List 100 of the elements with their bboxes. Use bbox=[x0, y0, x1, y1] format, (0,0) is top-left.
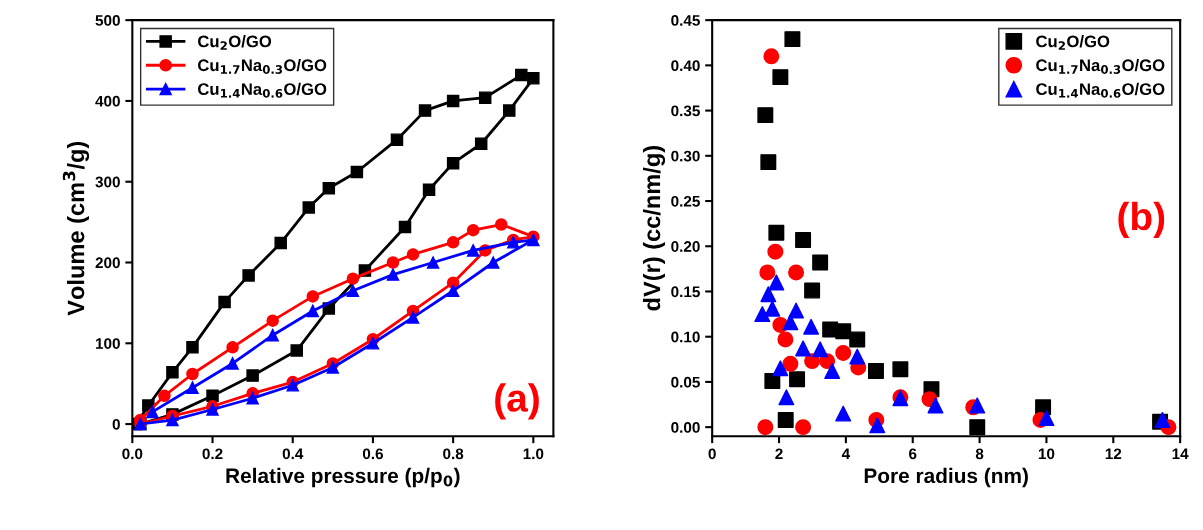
point bbox=[1038, 410, 1055, 427]
point bbox=[835, 323, 852, 340]
point bbox=[366, 337, 380, 350]
x-tick-label: 0.0 bbox=[122, 448, 143, 460]
point bbox=[969, 397, 986, 414]
x-tick-label: 0.6 bbox=[362, 448, 383, 460]
x-tick-label: 14 bbox=[1172, 448, 1189, 460]
point bbox=[515, 68, 528, 82]
y-tick-label: 0.05 bbox=[671, 376, 700, 388]
legend-label: Cu$_{1.7}$Na$_{0.3}$O/GO bbox=[1036, 58, 1165, 74]
y-tick-label: 500 bbox=[95, 15, 120, 26]
x-tick-label: 0.4 bbox=[282, 448, 304, 460]
y-tick-label: 0.10 bbox=[671, 331, 700, 343]
point bbox=[789, 371, 806, 388]
y-axis-title: dV(r) (cc/nm/g) bbox=[642, 146, 666, 311]
x-axis-title: Relative pressure (p/p$_{0}$) bbox=[226, 467, 460, 488]
point bbox=[760, 154, 777, 171]
x-tick-label: 4 bbox=[841, 448, 851, 460]
point bbox=[266, 314, 279, 327]
point bbox=[767, 243, 784, 260]
point bbox=[527, 233, 540, 247]
point bbox=[527, 72, 540, 85]
point bbox=[306, 290, 320, 303]
x-tick-label: 0 bbox=[708, 448, 716, 460]
point bbox=[812, 254, 829, 271]
x-tick-label: 6 bbox=[909, 448, 917, 460]
point bbox=[478, 91, 492, 104]
y-tick-label: 400 bbox=[95, 95, 120, 107]
point bbox=[795, 419, 812, 436]
point bbox=[835, 405, 852, 422]
y-tick-label: 0.40 bbox=[671, 60, 700, 72]
point bbox=[266, 328, 279, 342]
y-tick-label: 0.35 bbox=[671, 105, 700, 117]
point bbox=[302, 201, 316, 214]
point bbox=[777, 331, 794, 348]
y-tick-label: 0 bbox=[112, 418, 120, 430]
point bbox=[158, 389, 171, 403]
point bbox=[777, 411, 794, 428]
point bbox=[290, 344, 303, 357]
x-tick-label: 0.2 bbox=[202, 448, 223, 460]
point bbox=[446, 284, 460, 298]
point bbox=[306, 304, 320, 318]
y-tick-label: 100 bbox=[96, 338, 120, 349]
point bbox=[242, 269, 255, 282]
legend-label: Cu$_{2}$O/GO bbox=[1036, 35, 1110, 50]
point bbox=[422, 183, 436, 197]
point bbox=[757, 107, 774, 124]
x-tick-label: 8 bbox=[975, 448, 984, 460]
point bbox=[418, 104, 432, 117]
point bbox=[466, 244, 480, 257]
legend-label: Cu$_{1.7}$Na$_{0.3}$O/GO bbox=[198, 58, 327, 74]
point bbox=[322, 181, 336, 195]
point bbox=[969, 419, 986, 436]
point bbox=[759, 264, 776, 281]
point bbox=[466, 223, 480, 237]
x-tick-label: 12 bbox=[1105, 448, 1122, 460]
point bbox=[486, 256, 500, 269]
point bbox=[788, 302, 805, 319]
point bbox=[768, 274, 785, 291]
y-tick-label: 0.45 bbox=[671, 15, 700, 26]
point bbox=[788, 264, 805, 281]
x-tick-label: 0.8 bbox=[443, 448, 464, 460]
point bbox=[782, 314, 799, 331]
y-tick-label: 0.20 bbox=[671, 241, 700, 252]
point bbox=[927, 397, 944, 414]
point bbox=[326, 361, 340, 374]
point bbox=[406, 311, 420, 324]
point bbox=[892, 361, 909, 378]
point bbox=[386, 256, 400, 269]
point bbox=[474, 137, 488, 150]
point bbox=[849, 348, 866, 365]
point bbox=[835, 345, 852, 361]
y-tick-label: 0.00 bbox=[671, 422, 700, 433]
point bbox=[406, 248, 420, 261]
point bbox=[812, 341, 829, 358]
point bbox=[186, 367, 199, 381]
y-tick-label: 200 bbox=[95, 257, 120, 269]
legend-label: Cu$_{1.4}$Na$_{0.6}$O/GO bbox=[198, 82, 327, 98]
point bbox=[795, 340, 812, 357]
legend-label: Cu$_{2}$O/GO bbox=[198, 35, 272, 50]
point bbox=[218, 295, 231, 309]
point bbox=[867, 363, 884, 380]
point bbox=[146, 405, 159, 419]
point bbox=[166, 413, 179, 427]
point bbox=[446, 156, 460, 170]
y-tick-label: 0.25 bbox=[671, 195, 700, 207]
x-tick-label: 1.0 bbox=[523, 448, 544, 460]
point bbox=[186, 381, 199, 394]
annotation: (a) bbox=[495, 383, 539, 420]
point bbox=[795, 231, 812, 248]
point bbox=[386, 268, 400, 281]
point bbox=[494, 218, 508, 231]
point bbox=[446, 236, 460, 249]
point bbox=[803, 318, 820, 335]
point bbox=[824, 363, 841, 380]
point bbox=[764, 300, 781, 317]
y-tick-label: 0.30 bbox=[671, 150, 700, 162]
point bbox=[246, 391, 259, 405]
point bbox=[503, 104, 516, 117]
x-axis-title: Pore radius (nm) bbox=[864, 467, 1028, 488]
